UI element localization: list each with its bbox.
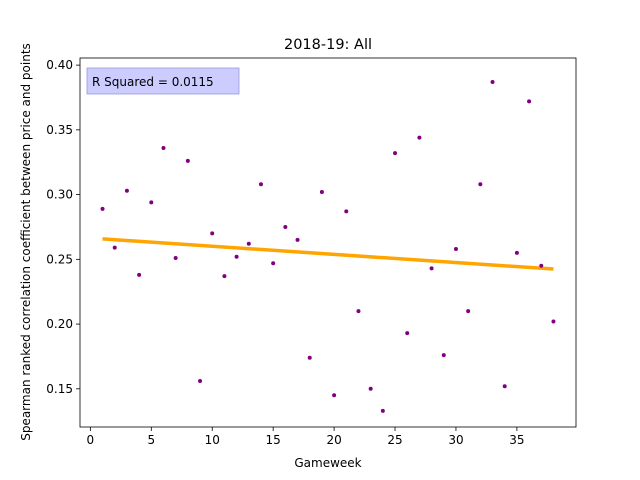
data-point [149, 200, 154, 205]
data-point [124, 188, 129, 193]
data-point [283, 224, 288, 229]
data-point [405, 331, 410, 336]
data-point [478, 182, 483, 187]
data-point [344, 209, 349, 214]
x-tick-label: 0 [87, 433, 95, 447]
y-axis-ticks: 0.15 0.20 0.25 0.30 0.35 0.40 [46, 58, 80, 396]
data-point [466, 309, 471, 314]
data-point [514, 250, 519, 255]
data-point [453, 246, 458, 251]
data-point [441, 353, 446, 358]
data-point [112, 245, 117, 250]
x-tick-label: 35 [509, 433, 524, 447]
data-point [429, 266, 434, 271]
data-point [539, 263, 544, 268]
data-point [222, 274, 227, 279]
data-point [319, 190, 324, 195]
y-tick-label: 0.35 [46, 123, 73, 137]
data-point [100, 206, 105, 211]
data-point [490, 79, 495, 84]
data-point [137, 272, 142, 277]
y-tick-label: 0.25 [46, 252, 73, 266]
y-tick-label: 0.30 [46, 188, 73, 202]
x-tick-label: 20 [326, 433, 341, 447]
data-point [271, 261, 276, 266]
x-tick-label: 25 [387, 433, 402, 447]
x-tick-label: 30 [448, 433, 463, 447]
y-tick-label: 0.15 [46, 382, 73, 396]
data-point [356, 309, 361, 314]
data-point [527, 99, 532, 104]
chart-title: 2018-19: All [284, 37, 372, 53]
data-point [368, 386, 373, 391]
data-point [185, 158, 190, 163]
points-layer [100, 79, 556, 413]
x-tick-label: 5 [147, 433, 155, 447]
trend-layer [102, 237, 554, 271]
data-point [417, 135, 422, 140]
plot-frame [79, 57, 577, 428]
y-axis-label: Spearman ranked correlation coefficient … [19, 43, 33, 441]
data-point [551, 319, 556, 324]
data-point [161, 145, 166, 150]
y-tick-label: 0.20 [46, 317, 73, 331]
data-point [246, 241, 251, 246]
data-point [210, 231, 215, 236]
data-point [502, 384, 507, 389]
data-point [307, 355, 312, 360]
x-axis-label: Gameweek [294, 456, 361, 470]
data-point [258, 182, 263, 187]
annotation-text: R Squared = 0.0115 [92, 75, 214, 89]
data-point [295, 237, 300, 242]
data-point [332, 393, 337, 398]
x-axis-ticks: 0 5 10 15 20 25 30 35 [87, 427, 525, 447]
r-squared-annotation: R Squared = 0.0115 [86, 67, 240, 95]
data-point [380, 408, 385, 413]
trend-line [102, 237, 554, 271]
x-tick-label: 10 [205, 433, 220, 447]
data-point [393, 151, 398, 156]
annotation-box [86, 67, 240, 95]
data-point [198, 379, 203, 384]
data-point [234, 254, 239, 259]
x-tick-label: 15 [266, 433, 281, 447]
data-point [173, 256, 178, 261]
y-tick-label: 0.40 [46, 58, 73, 72]
